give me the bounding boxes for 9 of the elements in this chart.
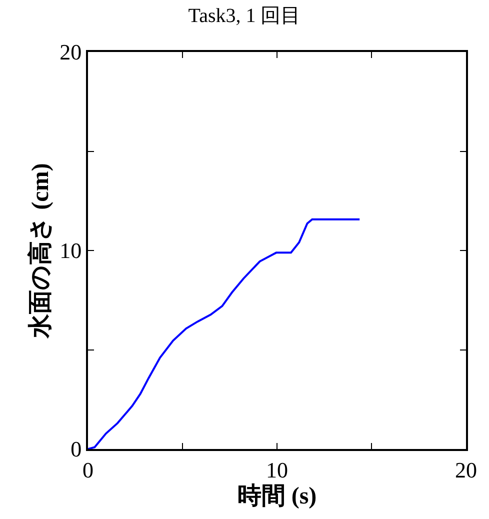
- x-tick-label: 10: [266, 457, 288, 482]
- chart-title: Task3, 1 回目: [188, 4, 301, 27]
- y-axis-title: 水面の高さ (cm): [26, 163, 54, 339]
- y-tick-label: 20: [60, 40, 82, 65]
- y-tick-label: 0: [70, 436, 82, 462]
- line-series: [88, 218, 361, 449]
- x-axis-title: 時間 (s): [237, 482, 317, 510]
- y-tick-label: 10: [60, 238, 82, 264]
- x-tick-label: 20: [455, 457, 477, 482]
